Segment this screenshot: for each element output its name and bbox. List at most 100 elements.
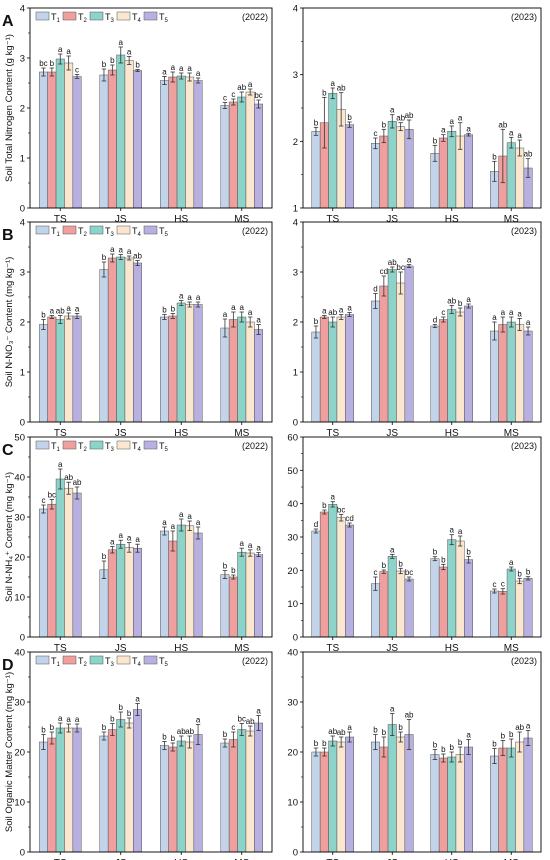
x-tick-label: HS — [174, 858, 188, 860]
bar — [99, 74, 109, 209]
significance-letter: ab — [56, 307, 65, 316]
bar — [387, 556, 397, 638]
significance-letter: ab — [515, 723, 524, 732]
year-label: (2023) — [511, 441, 537, 451]
x-tick-label: HS — [174, 428, 188, 439]
bar — [124, 722, 134, 853]
bar — [176, 740, 186, 853]
legend-swatch — [116, 440, 131, 450]
legend-label: T5 — [159, 12, 169, 24]
bar — [193, 734, 203, 853]
bar — [438, 319, 448, 423]
bar — [430, 558, 440, 638]
bar — [160, 745, 169, 853]
significance-letter: b — [492, 152, 497, 161]
bar — [116, 54, 126, 209]
bar — [379, 135, 389, 209]
significance-letter: ab — [405, 711, 414, 720]
significance-letter: b — [50, 723, 55, 732]
bar — [133, 547, 143, 638]
legend-label: T3 — [105, 656, 115, 668]
x-tick-label: TS — [54, 643, 67, 654]
legend-label: T1 — [51, 12, 61, 24]
bar — [64, 487, 74, 638]
significance-letter: a — [119, 246, 124, 255]
y-tick-label: 0 — [293, 633, 298, 644]
bar — [193, 532, 203, 638]
panel-letter: C — [2, 442, 14, 459]
significance-letter: c — [231, 723, 235, 732]
x-tick-label: TS — [326, 428, 339, 439]
bar — [237, 729, 247, 853]
bar — [55, 58, 65, 209]
significance-letter: c — [492, 580, 496, 589]
significance-letter: bc — [254, 91, 262, 100]
bar — [490, 755, 499, 853]
significance-letter: a — [466, 731, 471, 740]
significance-letter: ab — [337, 84, 346, 93]
bar — [39, 324, 48, 423]
legend-swatch — [35, 225, 50, 235]
legend-label: T3 — [105, 441, 115, 453]
significance-letter: b — [314, 118, 319, 127]
legend-swatch — [89, 655, 104, 665]
significance-letter: b — [314, 739, 319, 748]
bar — [254, 329, 264, 423]
bar — [220, 327, 230, 423]
significance-letter: a — [322, 307, 327, 316]
x-tick-label: JS — [115, 643, 127, 654]
bar — [328, 504, 338, 638]
bar — [107, 257, 117, 423]
legend-label: T1 — [51, 441, 61, 453]
significance-letter: a — [119, 38, 124, 47]
significance-letter: a — [135, 535, 140, 544]
bar — [371, 300, 380, 423]
significance-letter: a — [347, 304, 352, 313]
bar — [245, 321, 255, 423]
bar — [345, 736, 355, 853]
significance-letter: ab — [64, 473, 73, 482]
significance-letter: a — [458, 114, 463, 123]
legend-swatch — [89, 225, 104, 235]
significance-letter: a — [256, 544, 261, 553]
bar — [438, 566, 448, 638]
significance-letter: bc — [337, 505, 345, 514]
bar — [72, 727, 82, 853]
bar — [498, 591, 508, 638]
significance-letter: d — [373, 285, 377, 294]
significance-letter: b — [171, 305, 176, 314]
significance-letter: b — [509, 730, 514, 739]
significance-letter: a — [66, 304, 71, 313]
significance-letter: a — [509, 308, 514, 317]
significance-letter: a — [135, 695, 140, 704]
significance-letter: c — [223, 94, 227, 103]
bar — [523, 330, 533, 423]
bar — [185, 76, 195, 209]
year-label: (2023) — [511, 226, 537, 236]
significance-letter: bc — [48, 490, 56, 499]
y-tick-label: 30 — [287, 698, 298, 709]
y-tick-label: 0 — [20, 848, 25, 859]
bar — [345, 524, 355, 638]
bar — [254, 554, 264, 638]
significance-letter: ab — [328, 727, 337, 736]
bar — [387, 724, 397, 853]
year-label: (2023) — [511, 12, 537, 22]
significance-letter: d — [314, 520, 318, 529]
legend-label: T2 — [78, 12, 88, 24]
significance-letter: a — [509, 558, 514, 567]
significance-letter: bc — [405, 568, 413, 577]
y-tick-label: 20 — [287, 748, 298, 759]
significance-letter: b — [102, 60, 107, 69]
bar — [47, 503, 57, 638]
significance-letter: b — [102, 552, 107, 561]
significance-letter: c — [231, 90, 235, 99]
x-tick-label: MS — [504, 428, 519, 439]
significance-letter: c — [41, 496, 45, 505]
legend: T1 T2 T3 T4 T5 — [35, 225, 169, 238]
significance-letter: ab — [246, 717, 255, 726]
significance-letter: ab — [237, 83, 246, 92]
bar — [228, 739, 238, 853]
legend: T1 T2 T3 T4 T5 — [35, 655, 169, 668]
